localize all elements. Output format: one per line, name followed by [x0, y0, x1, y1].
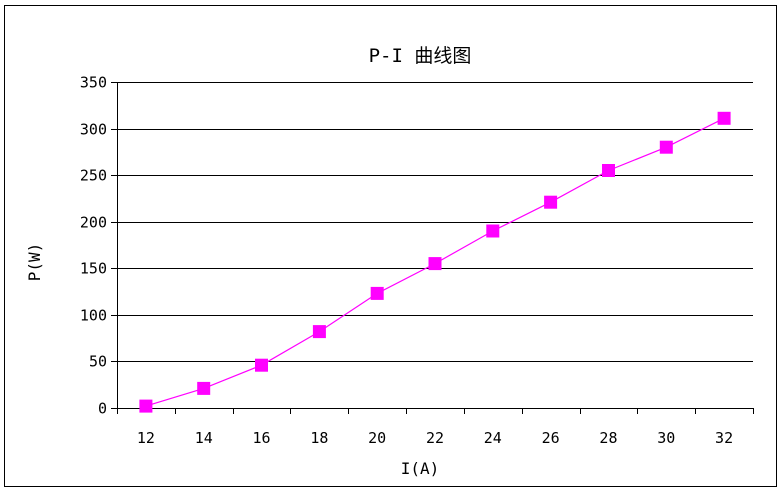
y-tick-label: 350: [80, 74, 107, 92]
data-point-marker: [255, 358, 268, 372]
axes: [111, 82, 754, 414]
y-tick-label: 0: [98, 400, 107, 418]
data-point-marker: [197, 381, 211, 395]
y-tick-label: 150: [80, 260, 107, 278]
data-point-marker: [544, 195, 558, 209]
x-tick-label: 12: [137, 429, 155, 447]
x-tick-label: 18: [310, 429, 328, 447]
x-tick-label: 32: [715, 429, 733, 447]
y-tick-label: 200: [80, 214, 107, 232]
y-tick-label: 100: [80, 307, 107, 325]
data-point-marker: [370, 286, 384, 300]
data-point-marker: [717, 111, 731, 125]
y-tick-label: 50: [89, 353, 107, 371]
y-tick-label: 250: [80, 167, 107, 185]
data-point-marker: [428, 257, 442, 271]
x-tick-label: 22: [426, 429, 444, 447]
data-point-marker: [486, 224, 500, 238]
y-tick-label: 300: [80, 121, 107, 139]
series-power: [139, 111, 731, 413]
chart-title: P-I 曲线图: [369, 45, 472, 67]
grid-lines: [117, 82, 753, 362]
x-tick-label: 16: [253, 429, 271, 447]
data-point-marker: [139, 399, 153, 413]
x-tick-label: 30: [657, 429, 675, 447]
x-tick-label: 20: [368, 429, 386, 447]
x-axis-label: I(A): [401, 459, 440, 478]
data-point-marker: [312, 325, 326, 339]
y-tick-labels: 0 50 100 150 200 250 300 350: [80, 74, 107, 418]
chart-frame: [4, 5, 777, 487]
x-tick-label: 26: [542, 429, 560, 447]
x-tick-label: 24: [484, 429, 502, 447]
y-axis-label: P(W): [25, 243, 44, 282]
data-point-marker: [659, 140, 673, 154]
data-point-marker: [602, 164, 615, 177]
x-tick-label: 14: [195, 429, 213, 447]
x-tick-label: 28: [599, 429, 617, 447]
x-tick-labels: 12 14 16 18 20 22 24 26 28 30 32: [137, 429, 733, 447]
